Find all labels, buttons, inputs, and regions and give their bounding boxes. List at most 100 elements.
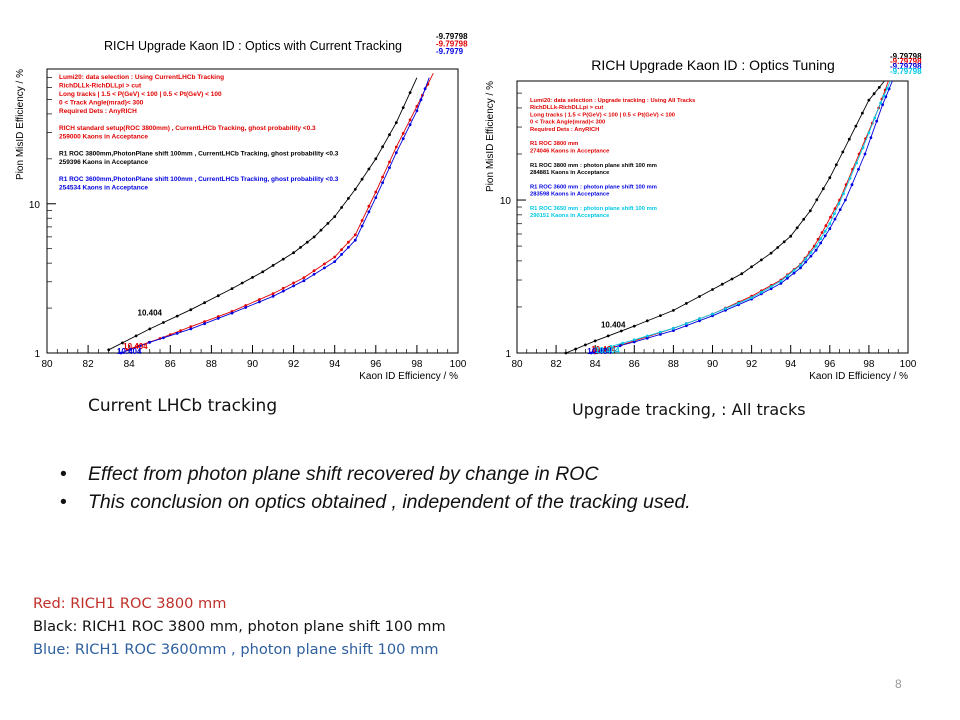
data-point [244,304,248,307]
chart-right: RICH Upgrade Kaon ID : Optics Tuning -9.7… [485,52,922,382]
data-point [861,111,864,115]
x-tick-label: 80 [511,359,523,370]
data-point [685,302,688,305]
data-point [258,298,261,301]
data-point [750,296,753,300]
data-point [819,237,823,241]
caption-right: Upgrade tracking, : All tracks [572,400,806,419]
annotation-text: 259396 Kaons in Acceptance [59,159,148,166]
data-point [394,121,398,124]
data-point [302,279,306,283]
data-point [584,343,587,347]
data-point [760,290,763,294]
data-point [597,348,601,352]
data-point [107,348,111,352]
data-point [381,181,384,185]
data-point [877,86,881,89]
data-point [271,292,275,295]
data-point [698,319,701,323]
x-tick-label: 98 [411,359,423,370]
stat-label: -9.79798 [890,52,922,61]
data-point [175,314,179,318]
data-point [698,295,701,298]
data-point [609,345,613,348]
y-axis-label: Pion MisID Efficiency / % [485,81,496,192]
data-point [347,245,350,249]
x-tick-label: 92 [288,359,300,370]
point-label: 10.404 [601,321,626,330]
data-point [869,136,873,139]
data-point [814,248,818,252]
data-point [340,248,343,252]
y-tick-label: 10 [500,196,512,207]
data-point [847,137,851,141]
stat-label: -9.79798 [890,62,922,71]
annotation-text: R1 ROC 3800mm,PhotonPlane shift 100mm , … [59,151,339,158]
x-tick-label: 90 [707,359,719,370]
x-tick-label: 86 [165,359,177,370]
data-point [737,301,740,305]
data-point [872,92,876,96]
data-point [854,124,858,128]
data-point [833,207,837,211]
data-point [589,351,593,355]
data-point [367,210,371,214]
data-point [645,336,649,340]
stat-label: -9.79798 [436,40,468,49]
data-point [138,344,142,348]
data-point [740,272,744,276]
data-point [323,262,326,266]
data-point [415,109,419,113]
data-point [672,326,675,330]
data-point [360,177,364,181]
data-point [816,237,820,241]
data-point [828,227,832,231]
legend-line-red: Red: RICH1 ROC 3800 mm [33,595,227,612]
data-point [837,202,841,206]
data-point [621,341,624,345]
data-point [394,151,398,155]
y-tick-label: 1 [34,349,40,360]
data-point [333,215,337,219]
data-point [408,118,412,122]
annotation-text: Required Dets : AnyRICH [59,108,137,115]
data-point [148,340,152,344]
data-point [292,281,295,285]
data-point [672,309,675,312]
legend-line-black: Black: RICH1 ROC 3800 mm, photon plane s… [33,618,446,635]
data-point [388,166,391,170]
annotation-text: RICH standard setup(ROC 3800mm) , Curren… [59,125,316,132]
chart-title: RICH Upgrade Kaon ID : Optics with Curre… [104,39,402,53]
stat-label: -9.79798 [890,67,922,76]
data-point [203,301,207,305]
series-line [598,80,891,351]
color-legend: Red: RICH1 ROC 3800 mm Black: RICH1 ROC … [33,592,446,661]
x-tick-label: 98 [863,359,875,370]
data-point [240,281,244,285]
bullet-list: • Effect from photon plane shift recovere… [60,460,691,516]
data-point [828,176,832,180]
data-point [423,87,427,91]
data-point [347,240,350,244]
x-tick-label: 96 [370,359,382,370]
data-point [855,161,858,165]
data-point [319,228,323,232]
data-point [367,204,371,208]
data-point [388,160,391,164]
data-point [804,257,808,261]
annotation-text: 259000 Kaons in Acceptance [59,134,148,141]
annotation-text: 0 < Track Angle(mrad)< 300 [530,120,605,126]
data-point [814,244,818,248]
data-point [574,347,578,351]
annotation-text: Required Dets : AnyRICH [530,127,599,133]
data-point [799,263,802,267]
data-point [292,284,295,288]
data-point [789,234,793,238]
data-point [333,260,337,263]
data-point [850,183,854,187]
annotation-text: Lumi20: data selection : Using CurrentLH… [59,74,224,81]
data-point [632,340,636,344]
annotation-text: 0 < Track Angle(mrad)< 300 [59,100,144,107]
data-point [820,231,824,234]
data-point [795,226,799,230]
